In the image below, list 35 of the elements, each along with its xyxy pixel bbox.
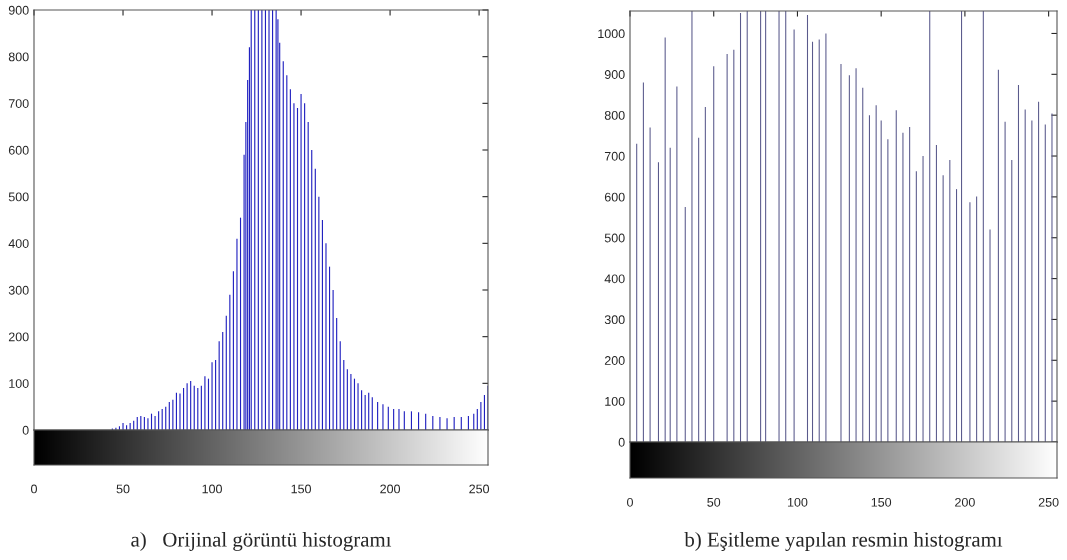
y-tick-label: 500 <box>8 192 29 202</box>
x-tick-label: 200 <box>955 497 975 507</box>
y-tick-label: 600 <box>8 145 29 155</box>
x-tick-label: 200 <box>380 484 401 494</box>
y-tick-label: 100 <box>605 396 625 406</box>
x-tick-label: 100 <box>202 484 222 494</box>
y-tick-label: 600 <box>604 192 625 202</box>
y-tick-label: 100 <box>9 379 29 388</box>
y-tick-label: 400 <box>8 239 29 248</box>
y-tick-label: 800 <box>604 110 625 120</box>
y-tick-label: 900 <box>604 70 625 79</box>
y-tick-label: 700 <box>8 99 29 108</box>
x-tick-label: 150 <box>291 484 311 494</box>
y-tick-label: 900 <box>8 5 29 15</box>
x-tick-label: 0 <box>31 484 37 494</box>
x-tick-label: 0 <box>627 497 633 507</box>
y-tick-label: 300 <box>8 285 29 295</box>
y-tick-label: 200 <box>8 332 29 342</box>
x-tick-label: 250 <box>1038 497 1059 507</box>
x-axis-title: a) Orijinal görüntü histogramı <box>131 532 392 551</box>
y-tick-label: 0 <box>22 425 29 435</box>
x-axis-title: b) Eşitleme yapılan resmin histogramı <box>684 532 1003 551</box>
y-tick-label: 1000 <box>598 29 625 39</box>
y-tick-label: 500 <box>604 233 625 243</box>
y-tick-label: 0 <box>618 437 625 447</box>
x-tick-label: 150 <box>871 497 892 507</box>
x-tick-label: 250 <box>469 484 490 494</box>
y-tick-label: 400 <box>604 274 625 284</box>
y-tick-label: 800 <box>8 52 29 62</box>
x-tick-label: 100 <box>787 497 808 507</box>
x-tick-label: 50 <box>707 497 721 507</box>
y-tick-label: 300 <box>604 315 625 325</box>
y-tick-label: 700 <box>604 151 625 161</box>
x-tick-label: 50 <box>116 484 130 494</box>
y-tick-label: 200 <box>604 356 625 365</box>
